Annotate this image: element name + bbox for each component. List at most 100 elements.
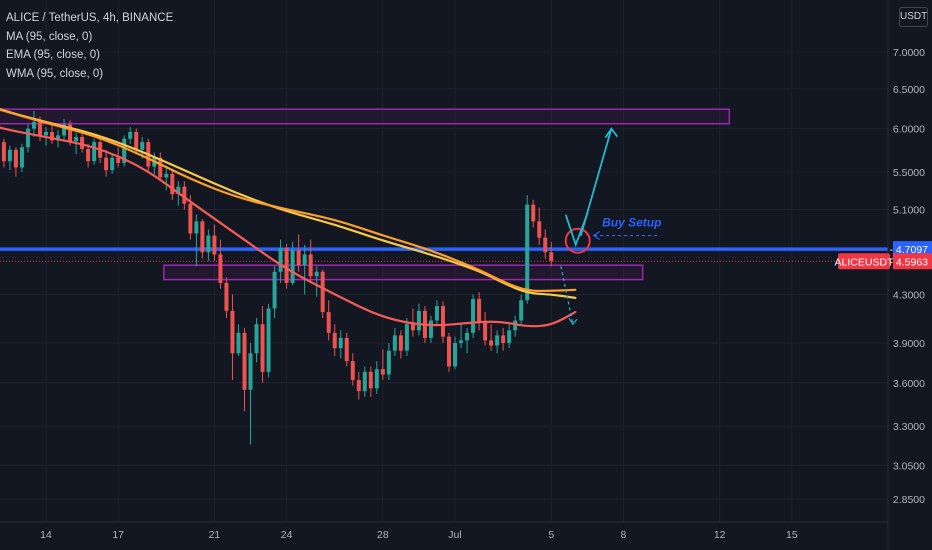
candle-body xyxy=(158,157,163,178)
candle-body xyxy=(25,128,30,148)
drawings-layer: Buy Setup xyxy=(560,127,661,326)
candle-body xyxy=(62,124,67,136)
candle-body xyxy=(290,250,295,283)
downside-projection xyxy=(560,266,574,325)
time-tick-label: 15 xyxy=(786,529,798,541)
candle-body xyxy=(86,148,91,162)
candle-body xyxy=(477,299,482,323)
candle-body xyxy=(200,221,205,253)
price-tick-label: 7.0000 xyxy=(893,47,925,59)
candle-body xyxy=(459,340,464,343)
ema-line xyxy=(0,108,577,293)
candle-body xyxy=(386,350,391,375)
candle-body xyxy=(278,248,283,272)
candle-body xyxy=(224,282,229,311)
price-tick-label: 4.3000 xyxy=(893,289,925,301)
candle-body xyxy=(170,173,175,195)
candle-body xyxy=(44,132,48,136)
candle-body xyxy=(549,252,554,261)
candle-body xyxy=(194,221,199,234)
candle-body xyxy=(410,324,415,331)
candle-body xyxy=(495,335,500,346)
price-tick-label: 3.0500 xyxy=(893,460,925,472)
candle-body xyxy=(374,369,379,389)
downside-projection-head xyxy=(568,317,578,326)
candle-body xyxy=(230,310,235,354)
candle-body xyxy=(314,271,319,277)
symbol-price-tag xyxy=(838,253,890,270)
price-axis[interactable]: 7.0000 6.5000 6.0000 5.5000 5.1000 4.3000 3.90… xyxy=(887,0,925,550)
candle-body xyxy=(284,248,289,283)
time-tick-label: 17 xyxy=(112,529,124,541)
candle-body xyxy=(122,138,127,164)
candle-body xyxy=(110,157,115,171)
last-price-tag xyxy=(893,253,932,270)
ema-legend[interactable]: EMA (95, close, 0) xyxy=(6,49,100,61)
symbol-price-tag-text: ALICEUSDT xyxy=(835,256,895,268)
candle-body xyxy=(344,337,349,362)
support-price-tag-text: - 4.7097 xyxy=(889,244,928,256)
candle-body xyxy=(248,353,253,390)
time-axis[interactable]: 14 17 21 24 28 Jul 5 8 12 15 xyxy=(0,521,888,541)
buy-setup-pointer-head xyxy=(592,231,601,241)
candle-body xyxy=(440,306,445,337)
candle-body xyxy=(218,254,223,283)
candle-body xyxy=(501,335,506,343)
time-tick-label: Jul xyxy=(448,529,461,541)
candle-body xyxy=(368,371,373,389)
price-tick-label: 5.1000 xyxy=(893,205,925,217)
candle-body xyxy=(453,342,458,367)
candle-body xyxy=(507,330,512,343)
candle-body xyxy=(134,132,139,150)
wma-legend[interactable]: WMA (95, close, 0) xyxy=(6,67,104,80)
candle-body xyxy=(308,254,313,277)
target-arrow-line xyxy=(579,128,613,236)
currency-unit-button[interactable]: USDT xyxy=(899,7,928,27)
price-tick-label: 3.3000 xyxy=(893,421,925,433)
candle-body xyxy=(92,142,97,162)
candle-body xyxy=(242,332,247,390)
candle-body xyxy=(31,122,36,129)
candle-body xyxy=(465,332,470,341)
candle-body xyxy=(350,361,355,381)
candle-body xyxy=(74,137,79,142)
time-tick-label: 24 xyxy=(281,529,293,541)
candle-body xyxy=(206,235,211,253)
candle-body xyxy=(489,340,494,346)
candle-body xyxy=(362,371,367,392)
candle-body xyxy=(212,235,217,255)
symbol-title[interactable]: ALICE / TetherUS, 4h, BINANCE xyxy=(6,12,174,24)
candle-body xyxy=(13,149,18,168)
candle-body xyxy=(543,237,548,253)
candle-body xyxy=(428,320,433,338)
candle-body xyxy=(68,124,73,142)
buy-circle xyxy=(564,227,591,254)
candle-body xyxy=(338,337,343,349)
zones-layer xyxy=(0,108,731,281)
time-tick-label: 12 xyxy=(714,529,726,541)
time-tick-label: 8 xyxy=(621,529,627,541)
candle-body xyxy=(104,157,109,171)
candle-body xyxy=(525,204,530,301)
candle-body xyxy=(537,221,542,238)
candle-body xyxy=(1,142,6,162)
candle-body xyxy=(302,254,307,266)
candle-body xyxy=(254,324,259,354)
candle-body xyxy=(531,204,536,222)
price-tick-label: 2.8500 xyxy=(893,494,925,506)
candle-body xyxy=(404,324,409,351)
candle-body xyxy=(236,332,241,354)
buy-setup-label: Buy Setup xyxy=(602,215,661,229)
candle-body xyxy=(188,203,193,234)
time-tick-label: 5 xyxy=(548,529,554,541)
price-tick-label: 3.9000 xyxy=(893,338,925,350)
candle-body xyxy=(182,186,187,204)
candle-body xyxy=(260,324,265,372)
candle-body xyxy=(416,310,421,331)
resistance-zone xyxy=(0,108,731,125)
ma-legend[interactable]: MA (95, close, 0) xyxy=(6,30,93,43)
moving-averages-layer xyxy=(0,107,577,328)
